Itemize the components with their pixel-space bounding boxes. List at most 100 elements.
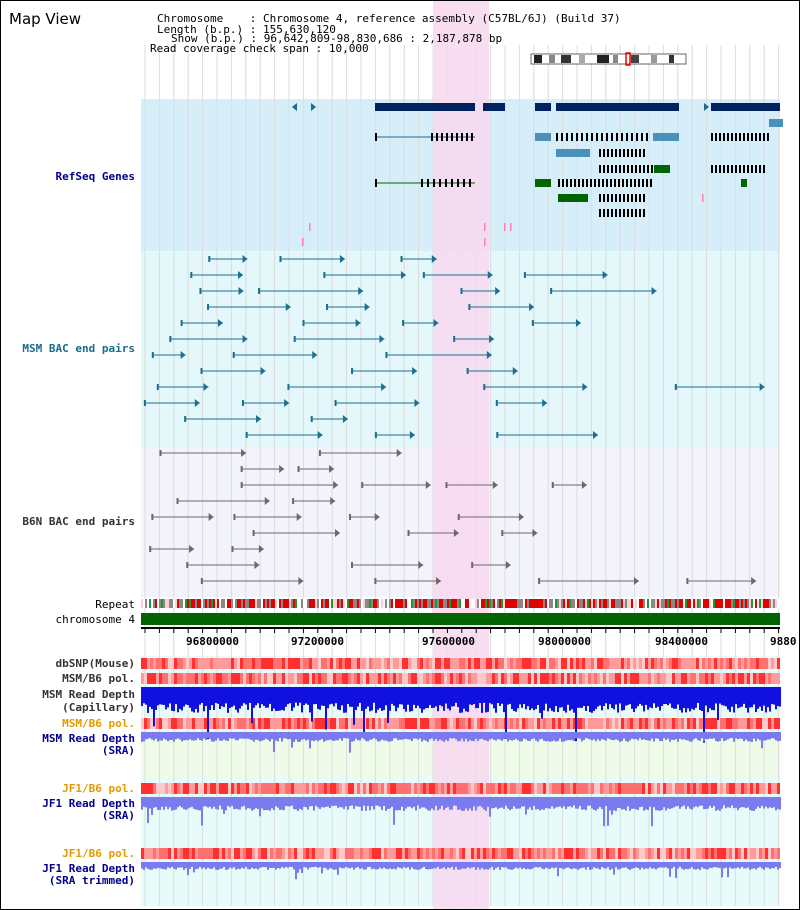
- jf1-trim-depth: [349, 862, 351, 869]
- track-label-jf1-depth-sra[interactable]: JF1 Read Depth: [42, 797, 135, 810]
- msm-b6-pol-band: [603, 718, 606, 729]
- jf1-b6-pol-band: [528, 848, 531, 859]
- msm-capillary-depth: [753, 687, 755, 705]
- msm-capillary-depth: [761, 687, 763, 711]
- repeat-segment: [185, 599, 187, 608]
- msm-b6-pol-band: [348, 673, 351, 684]
- dbsnp-band: [204, 658, 207, 669]
- msm-sra-depth: [549, 732, 551, 742]
- jf1-trim-depth: [665, 862, 667, 868]
- jf1-sra-depth: [253, 797, 255, 810]
- repeat-segment: [451, 599, 453, 608]
- msm-b6-pol-band: [732, 673, 735, 684]
- msm-sra-depth: [263, 732, 265, 741]
- jf1-b6-pol-band: [366, 848, 369, 859]
- msm-capillary-depth: [645, 687, 647, 705]
- track-label-refseq[interactable]: RefSeq Genes: [55, 170, 135, 183]
- bac-end: [351, 368, 354, 374]
- bac-arrow: [492, 481, 498, 489]
- msm-sra-depth: [731, 732, 733, 739]
- jf1-trim-depth: [275, 862, 277, 870]
- track-label-jf1-b6-pol-1[interactable]: JF1/B6 pol.: [62, 782, 135, 795]
- jf1-b6-pol-band: [321, 783, 324, 794]
- msm-capillary-depth: [767, 687, 769, 708]
- jf1-b6-pol-band: [225, 783, 228, 794]
- msm-capillary-depth: [747, 687, 749, 713]
- msm-capillary-depth: [437, 687, 439, 712]
- jf1-sra-depth: [571, 797, 573, 808]
- track-label-msm-bac[interactable]: MSM BAC end pairs: [22, 342, 135, 355]
- msm-sra-depth: [739, 732, 741, 739]
- msm-sra-depth: [767, 732, 769, 740]
- jf1-b6-pol-band: [615, 848, 618, 859]
- track-label-msm-depth-sra[interactable]: MSM Read Depth: [42, 732, 135, 745]
- track-label-msm-b6-pol-2[interactable]: MSM/B6 pol.: [62, 717, 135, 730]
- track-label-jf1-depth-trim[interactable]: JF1 Read Depth: [42, 862, 135, 875]
- show-label: Show (b.p.): [171, 32, 244, 45]
- jf1-b6-pol-band: [615, 783, 618, 794]
- msm-sra-depth: [453, 732, 455, 739]
- track-label-chromosome[interactable]: chromosome 4: [55, 613, 135, 626]
- msm-b6-pol-band: [573, 718, 576, 729]
- dbsnp-band: [402, 658, 405, 669]
- msm-capillary-depth: [317, 687, 319, 709]
- gene-exon: [607, 149, 609, 157]
- jf1-b6-pol-band: [183, 783, 186, 794]
- msm-sra-depth: [477, 732, 479, 741]
- track-label-msm-b6-pol-1[interactable]: MSM/B6 pol.: [62, 672, 135, 685]
- msm-b6-pol-band: [312, 718, 315, 729]
- jf1-b6-pol-band: [300, 783, 303, 794]
- repeat-segment: [521, 599, 523, 608]
- msm-b6-pol-band: [462, 673, 465, 684]
- jf1-sra-depth: [597, 797, 599, 809]
- refseq-mark: [504, 223, 506, 231]
- track-label-repeat[interactable]: Repeat: [95, 598, 135, 611]
- msm-b6-pol-band: [429, 718, 432, 729]
- track-label-dbsnp[interactable]: dbSNP(Mouse): [55, 657, 135, 670]
- dbsnp-band: [360, 658, 363, 669]
- repeat-segment: [695, 599, 697, 608]
- repeat-segment: [477, 599, 479, 608]
- msm-b6-pol-band: [531, 673, 534, 684]
- jf1-trim-depth: [411, 862, 413, 868]
- dbsnp-band: [669, 658, 672, 669]
- jf1-trim-depth: [525, 862, 527, 870]
- gene-exon: [582, 179, 584, 187]
- gene-exon: [719, 133, 721, 141]
- msm-capillary-depth: [449, 687, 451, 711]
- dbsnp-band: [774, 658, 777, 669]
- msm-capillary-depth: [611, 687, 613, 708]
- msm-sra-depth: [543, 732, 545, 741]
- jf1-trim-depth: [199, 862, 201, 867]
- gene-exon: [743, 165, 745, 173]
- repeat-segment: [447, 599, 449, 608]
- track-label-jf1-b6-pol-2[interactable]: JF1/B6 pol.: [62, 847, 135, 860]
- jf1-trim-depth: [479, 862, 481, 870]
- msm-sra-depth: [507, 732, 509, 742]
- jf1-b6-pol-band: [213, 848, 216, 859]
- msm-b6-pol-band: [756, 718, 759, 729]
- msm-b6-pol-band: [240, 673, 243, 684]
- jf1-sra-depth: [143, 797, 145, 807]
- jf1-trim-depth: [251, 862, 253, 868]
- jf1-b6-pol-band: [186, 848, 189, 859]
- dbsnp-band: [261, 658, 264, 669]
- jf1-sra-depth: [363, 797, 365, 806]
- bac-arrow: [364, 303, 370, 311]
- track-label-b6n-bac[interactable]: B6N BAC end pairs: [22, 515, 135, 528]
- track-label-msm-depth-cap[interactable]: MSM Read Depth: [42, 688, 135, 701]
- msm-b6-pol-band: [378, 718, 381, 729]
- msm-b6-pol-band: [759, 718, 762, 729]
- msm-b6-pol-band: [195, 673, 198, 684]
- repeat-segment: [359, 599, 361, 608]
- msm-b6-pol-band: [543, 718, 546, 729]
- msm-capillary-depth: [743, 687, 745, 704]
- jf1-trim-depth: [659, 862, 661, 868]
- jf1-b6-pol-band: [693, 848, 696, 859]
- jf1-b6-pol-band: [675, 848, 678, 859]
- msm-capillary-depth: [565, 687, 567, 713]
- msm-sra-depth: [565, 732, 567, 741]
- msm-b6-pol-band: [573, 673, 576, 684]
- msm-b6-pol-band: [156, 718, 159, 729]
